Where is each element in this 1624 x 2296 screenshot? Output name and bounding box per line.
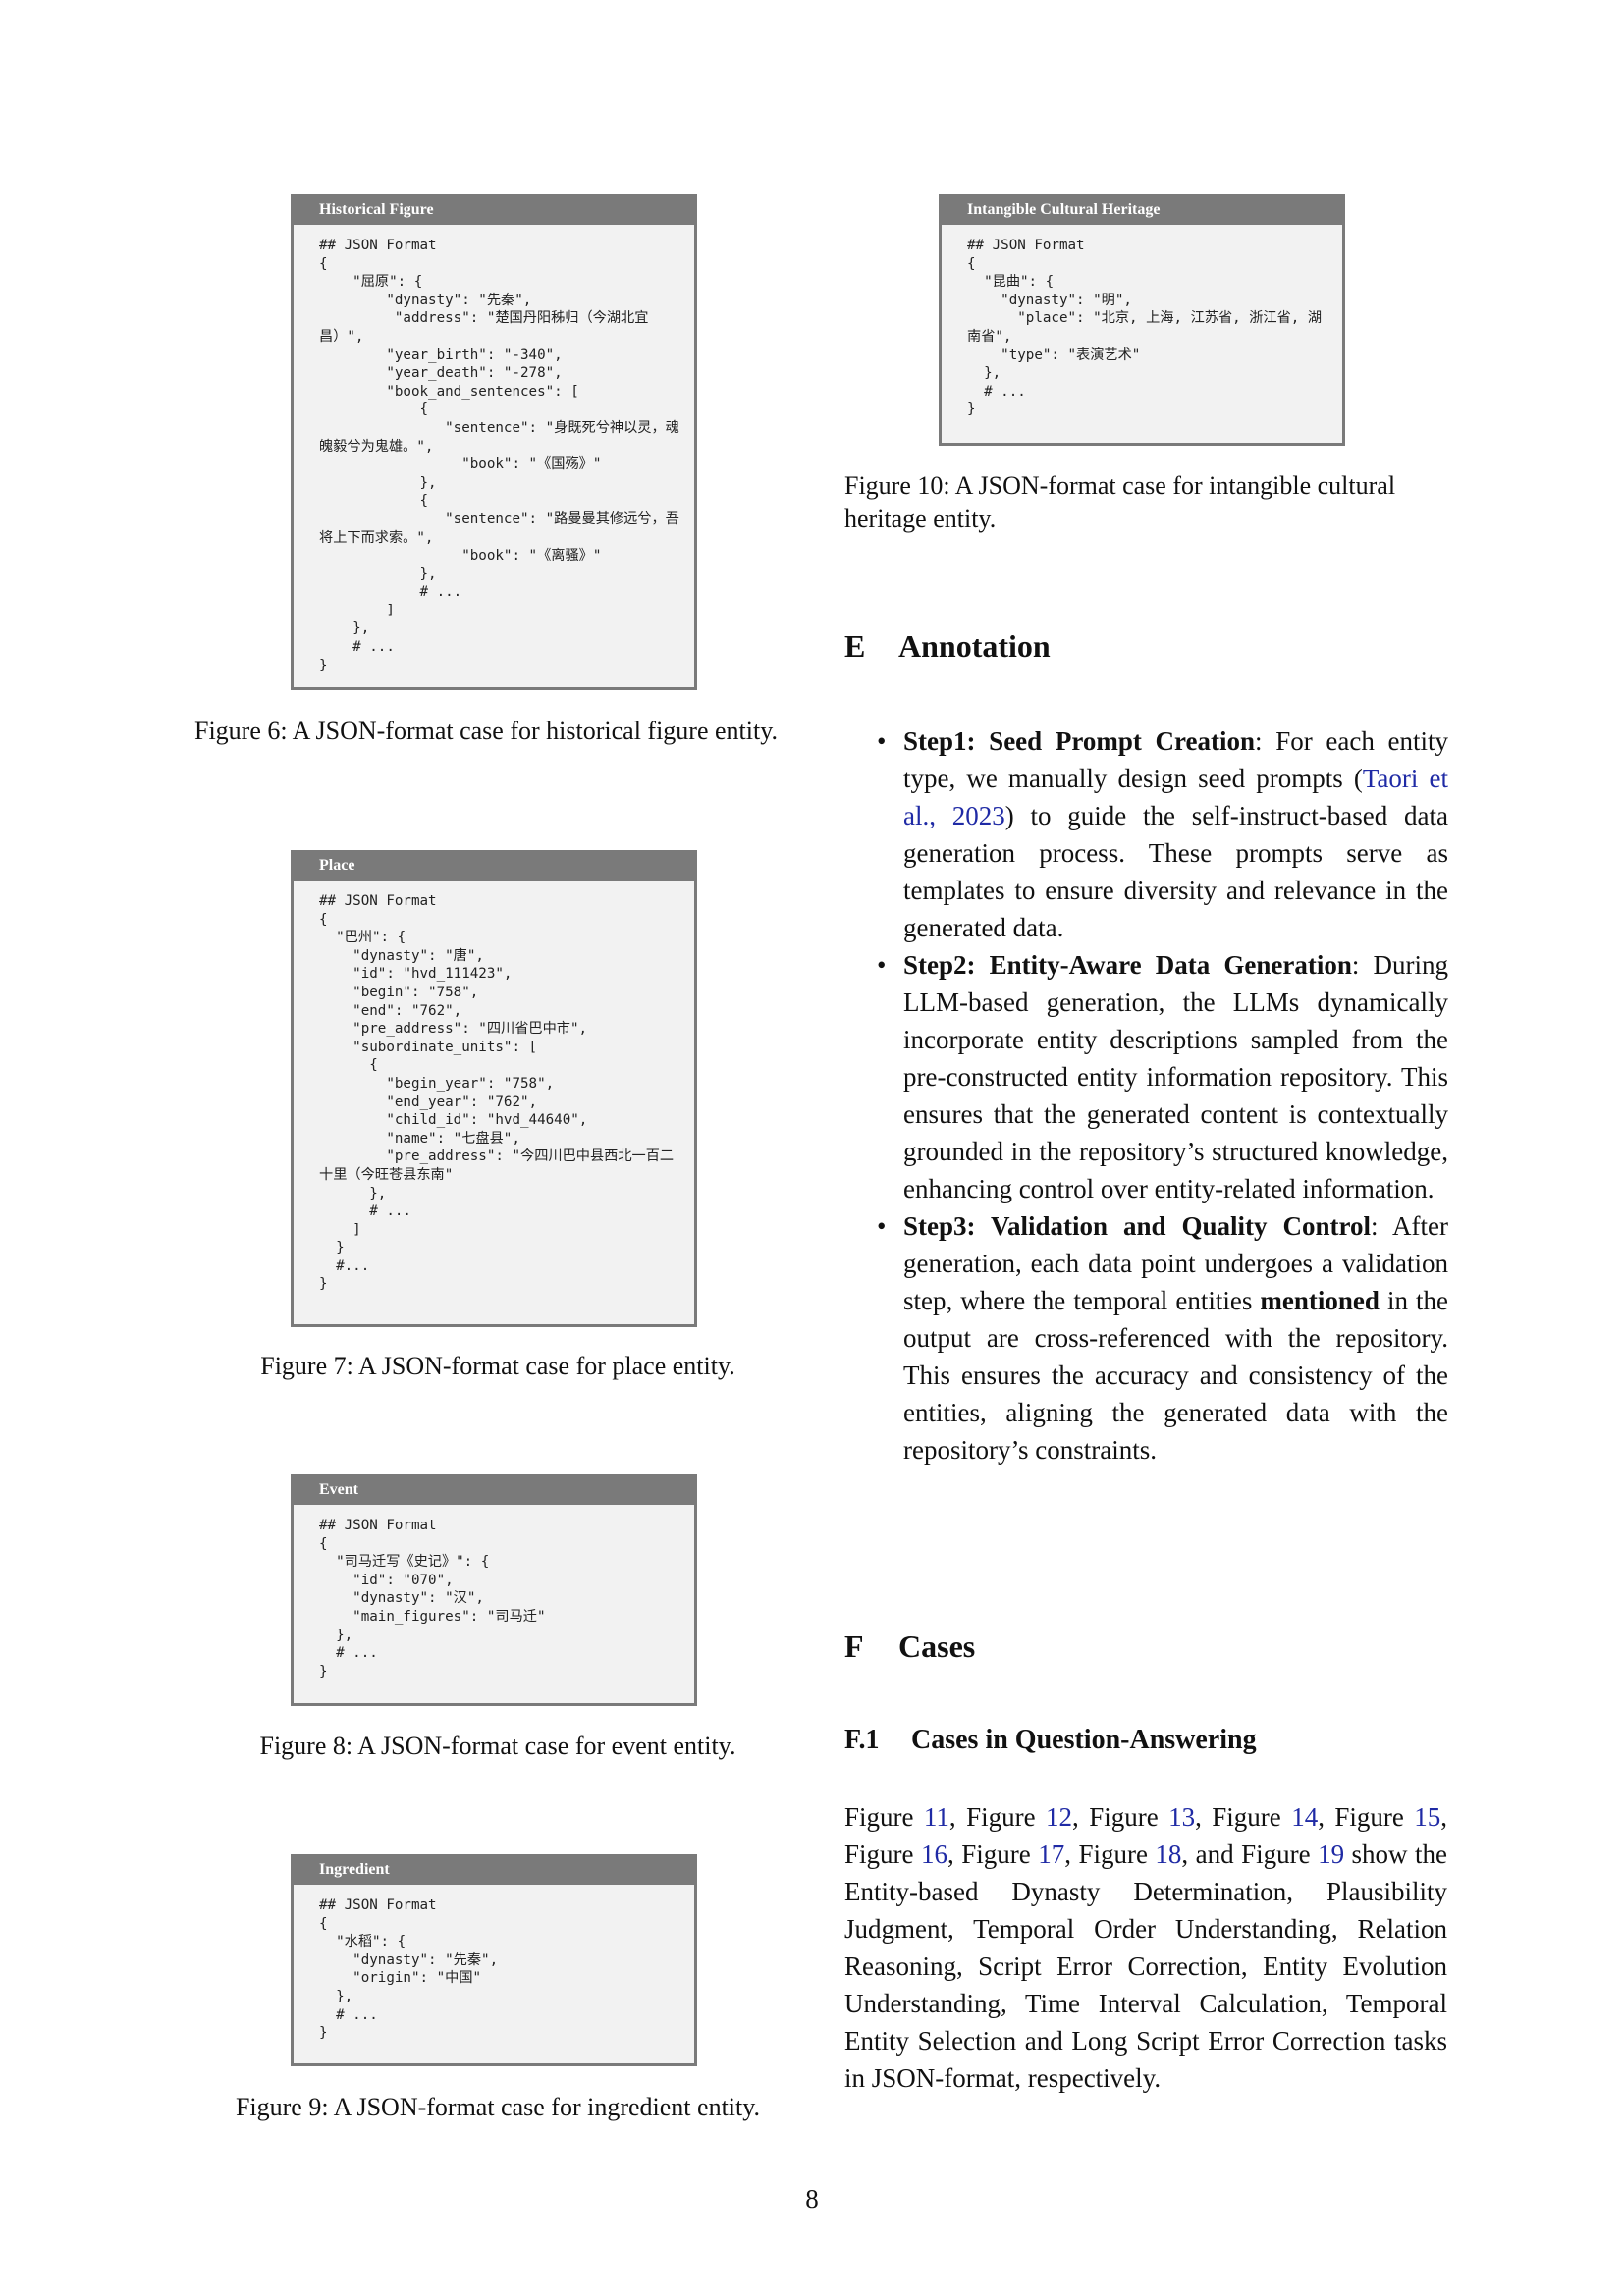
figure-7-caption: Figure 7: A JSON-format case for place e… xyxy=(260,1352,735,1380)
step-text: : For each entity type, we manually desi… xyxy=(903,726,1448,793)
json-code: ## JSON Format { "司马迁写《史记》": { "id": "07… xyxy=(319,1518,546,1680)
figure-ref-14[interactable]: 14 xyxy=(1291,1802,1319,1832)
step-text: : After generation, each data point unde… xyxy=(903,1211,1448,1315)
json-box-place: Place ## JSON Format { "巴州": { "dynasty"… xyxy=(291,850,697,1327)
json-code: ## JSON Format { "屈原": { "dynasty": "先秦"… xyxy=(319,238,679,673)
json-box-event: Event ## JSON Format { "司马迁写《史记》": { "id… xyxy=(291,1474,697,1706)
section-e-heading: E Annotation xyxy=(844,628,1051,665)
subsection-number: F.1 xyxy=(844,1725,880,1755)
section-number: E xyxy=(844,628,866,664)
para-text: , xyxy=(1318,1802,1335,1832)
step-emphasis: mentioned xyxy=(1260,1286,1380,1315)
step-title: Step3: Validation and Quality Control xyxy=(903,1211,1372,1241)
step-text: in the output are cross-referenced with … xyxy=(903,1286,1448,1465)
json-box-historical-figure: Historical Figure ## JSON Format { "屈原":… xyxy=(291,194,697,690)
page-number: 8 xyxy=(805,2184,819,2214)
para-text: Figure xyxy=(1334,1802,1415,1832)
para-text: Figure xyxy=(1089,1802,1169,1832)
para-text: Figure xyxy=(844,1802,924,1832)
step-text: ) to guide the self-instruct-based data … xyxy=(903,801,1448,942)
step-3-item: Step3: Validation and Quality Control: A… xyxy=(877,1207,1448,1468)
para-text: , xyxy=(1064,1840,1079,1869)
figure-6-caption: Figure 6: A JSON-format case for histori… xyxy=(194,717,779,745)
para-text: , xyxy=(947,1840,962,1869)
figure-ref-18[interactable]: 18 xyxy=(1155,1840,1182,1869)
section-f-heading: F Cases xyxy=(844,1629,975,1665)
subsection-title: Cases in Question-Answering xyxy=(911,1725,1257,1755)
box-title: Place xyxy=(294,853,694,881)
json-box-intangible-cultural-heritage: Intangible Cultural Heritage ## JSON For… xyxy=(939,194,1345,446)
step-2-item: Step2: Entity-Aware Data Generation: Dur… xyxy=(877,946,1448,1207)
cases-paragraph: Figure 11, Figure 12, Figure 13, Figure … xyxy=(844,1798,1447,2097)
para-text: , xyxy=(948,1802,967,1832)
para-text: Figure xyxy=(1078,1840,1156,1869)
figure-ref-19[interactable]: 19 xyxy=(1318,1840,1345,1869)
step-1-item: Step1: Seed Prompt Creation: For each en… xyxy=(877,722,1448,946)
para-text: , and Figure xyxy=(1181,1840,1319,1869)
para-text: , xyxy=(1195,1802,1213,1832)
section-number: F xyxy=(844,1629,864,1664)
json-code: ## JSON Format { "巴州": { "dynasty": "唐",… xyxy=(319,893,675,1293)
figure-ref-11[interactable]: 11 xyxy=(923,1802,949,1832)
figure-ref-17[interactable]: 17 xyxy=(1038,1840,1065,1869)
section-title: Annotation xyxy=(898,628,1051,664)
step-text: : During LLM-based generation, the LLMs … xyxy=(903,950,1448,1203)
step-title: Step1: Seed Prompt Creation xyxy=(903,726,1256,756)
figure-ref-15[interactable]: 15 xyxy=(1414,1802,1441,1832)
box-title: Event xyxy=(294,1477,694,1505)
box-title: Historical Figure xyxy=(294,197,694,225)
para-text: , xyxy=(1072,1802,1090,1832)
para-text: Figure xyxy=(966,1802,1047,1832)
para-text: show the Entity-based Dynasty Determinat… xyxy=(844,1840,1448,2093)
figure-ref-16[interactable]: 16 xyxy=(920,1840,947,1869)
figure-10-caption: Figure 10: A JSON-format case for intang… xyxy=(844,471,1396,533)
box-title: Intangible Cultural Heritage xyxy=(942,197,1342,225)
citation-link[interactable]: Taori et al., 2023 xyxy=(903,764,1448,830)
step-title: Step2: Entity-Aware Data Generation xyxy=(903,950,1352,980)
figure-8-caption: Figure 8: A JSON-format case for event e… xyxy=(259,1732,736,1760)
subsection-f1-heading: F.1 Cases in Question-Answering xyxy=(844,1725,1257,1756)
figure-ref-12[interactable]: 12 xyxy=(1046,1802,1073,1832)
para-text: Figure xyxy=(1212,1802,1292,1832)
para-text: Figure xyxy=(961,1840,1039,1869)
box-title: Ingredient xyxy=(294,1857,694,1885)
section-title: Cases xyxy=(898,1629,976,1664)
annotation-steps-list: Step1: Seed Prompt Creation: For each en… xyxy=(877,722,1448,1468)
para-text: , xyxy=(1440,1802,1448,1832)
para-text: Figure xyxy=(844,1840,921,1869)
json-box-ingredient: Ingredient ## JSON Format { "水稻": { "dyn… xyxy=(291,1854,697,2066)
figure-9-caption: Figure 9: A JSON-format case for ingredi… xyxy=(235,2093,761,2121)
figure-ref-13[interactable]: 13 xyxy=(1168,1802,1196,1832)
json-code: ## JSON Format { "水稻": { "dynasty": "先秦"… xyxy=(319,1897,499,2042)
json-code: ## JSON Format { "昆曲": { "dynasty": "明",… xyxy=(967,238,1323,418)
